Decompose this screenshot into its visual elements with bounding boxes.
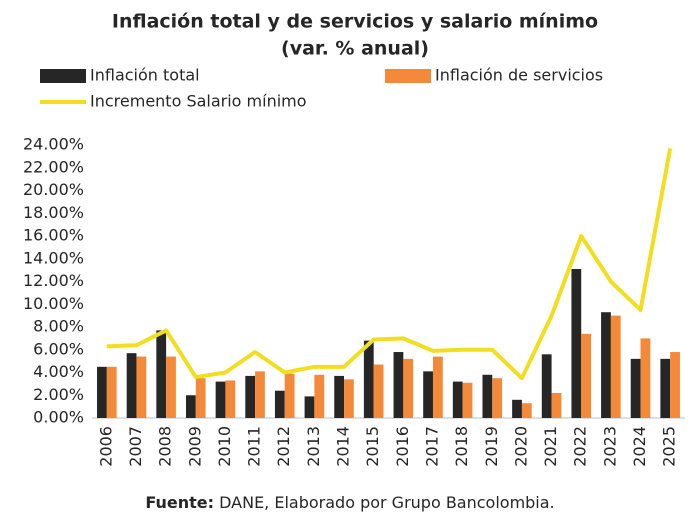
source-note: Fuente: DANE, Elaborado por Grupo Bancol… xyxy=(145,493,554,512)
chart-subtitle: (var. % anual) xyxy=(281,38,429,60)
x-tick-label: 2021 xyxy=(541,426,560,467)
bar xyxy=(462,382,473,418)
x-tick-label: 2024 xyxy=(630,426,649,467)
bar xyxy=(314,374,325,418)
bar xyxy=(284,373,295,418)
x-tick-label: 2011 xyxy=(245,426,264,467)
y-tick-label: 18.00% xyxy=(23,203,84,222)
y-tick-label: 16.00% xyxy=(23,226,84,245)
x-tick-label: 2008 xyxy=(156,426,175,467)
x-tick-label: 2006 xyxy=(96,426,115,467)
x-tick-label: 2019 xyxy=(482,426,501,467)
legend-label: Inflación total xyxy=(90,66,200,85)
y-tick-label: 14.00% xyxy=(23,248,84,267)
bar xyxy=(601,312,611,418)
legend-swatch xyxy=(40,69,86,83)
bar xyxy=(581,333,592,418)
bar xyxy=(610,315,621,418)
x-tick-label: 2010 xyxy=(215,426,234,467)
bar xyxy=(452,381,463,418)
bar xyxy=(334,375,345,418)
x-tick-label: 2015 xyxy=(363,426,382,467)
y-tick-label: 10.00% xyxy=(23,294,84,313)
bar xyxy=(166,356,176,418)
bar xyxy=(660,358,671,418)
bar xyxy=(482,374,493,418)
bar xyxy=(106,366,117,418)
bar xyxy=(512,399,522,418)
bar xyxy=(245,375,256,418)
x-tick-label: 2009 xyxy=(185,426,204,467)
chart-title: Inflación total y de servicios y salario… xyxy=(112,11,598,33)
x-tick-label: 2022 xyxy=(571,426,590,467)
source-text: DANE, Elaborado por Grupo Bancolombia. xyxy=(219,493,555,512)
legend-label: Incremento Salario mínimo xyxy=(90,92,307,111)
y-tick-label: 0.00% xyxy=(33,408,84,427)
y-tick-label: 24.00% xyxy=(23,135,84,154)
bar xyxy=(423,371,433,418)
y-tick-label: 20.00% xyxy=(23,180,84,199)
bar xyxy=(640,338,651,418)
x-tick-label: 2020 xyxy=(511,426,530,467)
bar xyxy=(541,354,552,418)
x-tick-label: 2017 xyxy=(422,426,441,467)
bar xyxy=(670,352,680,418)
bar xyxy=(136,356,147,418)
x-tick-label: 2007 xyxy=(126,426,145,467)
bar xyxy=(195,378,206,418)
bar xyxy=(97,366,107,418)
x-tick-label: 2025 xyxy=(660,426,679,467)
bar xyxy=(432,356,443,418)
bar xyxy=(492,378,503,418)
bar xyxy=(551,392,562,418)
line-series xyxy=(106,148,673,381)
bar xyxy=(344,379,354,418)
x-tick-label: 2023 xyxy=(600,426,619,467)
x-tick-label: 2012 xyxy=(274,426,293,467)
bar xyxy=(521,403,532,418)
x-tick-label: 2016 xyxy=(393,426,412,467)
bar xyxy=(571,268,582,418)
bar xyxy=(215,381,226,418)
bar xyxy=(126,353,137,418)
bar xyxy=(403,358,414,418)
legend-swatch xyxy=(385,69,431,83)
x-tick-label: 2018 xyxy=(452,426,471,467)
legend-label: Inflación de servicios xyxy=(435,66,603,85)
source-label: Fuente: xyxy=(145,493,214,512)
y-tick-label: 22.00% xyxy=(23,157,84,176)
bar xyxy=(156,330,167,418)
bar xyxy=(373,364,384,418)
y-tick-label: 6.00% xyxy=(33,339,84,358)
bar xyxy=(304,396,315,418)
bar xyxy=(225,380,236,418)
y-tick-label: 12.00% xyxy=(23,271,84,290)
bar xyxy=(630,358,641,418)
bar xyxy=(274,390,285,418)
bar xyxy=(185,395,196,418)
bar xyxy=(393,352,404,418)
bar xyxy=(363,340,374,418)
y-tick-label: 8.00% xyxy=(33,317,84,336)
x-tick-label: 2013 xyxy=(304,426,323,467)
x-tick-label: 2014 xyxy=(334,426,353,467)
y-tick-label: 4.00% xyxy=(33,362,84,381)
y-tick-label: 2.00% xyxy=(33,385,84,404)
bar xyxy=(255,371,265,418)
